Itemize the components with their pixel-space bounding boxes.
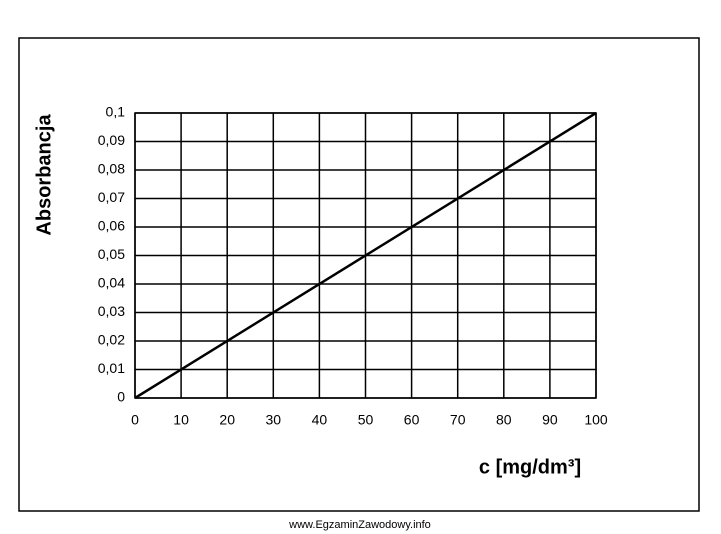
y-tick-label: 0,09 — [98, 132, 125, 148]
y-tick-label: 0,06 — [98, 218, 125, 234]
y-tick-label: 0,03 — [98, 303, 125, 319]
footer: www.EgzaminZawodowy.info — [288, 519, 431, 531]
y-tick-label: 0,01 — [98, 360, 125, 376]
x-tick-label: 50 — [358, 412, 374, 428]
y-tick-label: 0,08 — [98, 161, 125, 177]
x-tick-label: 90 — [542, 412, 558, 428]
x-tick-label: 30 — [266, 412, 282, 428]
data-line — [134, 111, 597, 400]
x-tick-label: 100 — [584, 412, 608, 428]
x-tick-label: 0 — [131, 412, 139, 428]
x-tick-label: 20 — [219, 412, 235, 428]
y-axis-title: Absorbancja — [33, 114, 55, 236]
x-tick-label: 10 — [173, 412, 189, 428]
y-tick-label: 0,02 — [98, 332, 125, 348]
x-tick-label: 80 — [496, 412, 512, 428]
y-tick-label: 0,05 — [98, 246, 125, 262]
plot-border — [134, 112, 597, 399]
x-tick-label: 40 — [312, 412, 328, 428]
x-tick-label: 70 — [450, 412, 466, 428]
frame — [18, 37, 700, 512]
y-tick-label: 0,07 — [98, 189, 125, 205]
y-tick-label: 0 — [117, 389, 125, 405]
y-tick-label: 0,04 — [98, 275, 125, 291]
x-axis-title: c [mg/dm³] — [479, 456, 581, 478]
y-tick-label: 0,1 — [106, 104, 126, 120]
x-tick-label: 60 — [404, 412, 420, 428]
